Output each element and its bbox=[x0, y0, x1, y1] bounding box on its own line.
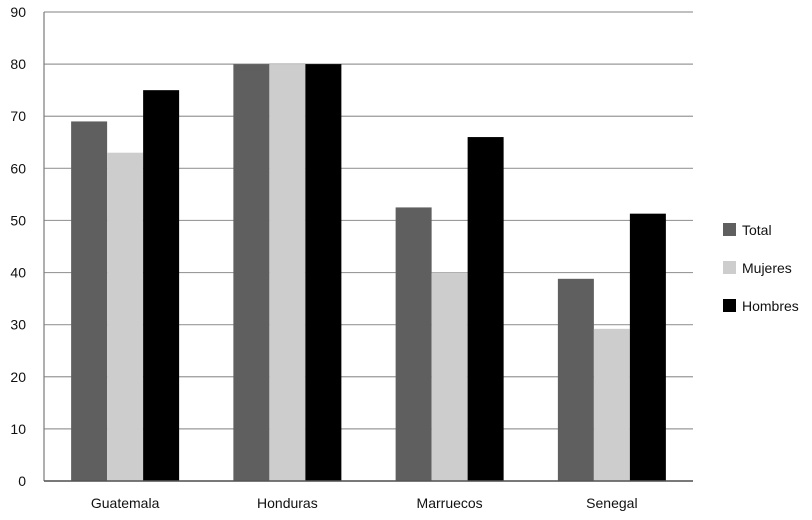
bar-total-senegal bbox=[557, 278, 594, 481]
x-axis: Guatemala Honduras Marruecos Senegal bbox=[44, 480, 693, 511]
bar-mujeres-guatemala bbox=[107, 152, 144, 481]
bar-mujeres-honduras bbox=[269, 64, 306, 481]
y-tick-label: 40 bbox=[10, 265, 26, 281]
bar-total-marruecos bbox=[395, 207, 432, 481]
bar-mujeres-senegal bbox=[593, 328, 630, 481]
y-tick-label: 50 bbox=[10, 212, 26, 228]
legend-swatch-total bbox=[723, 223, 736, 236]
legend-label-total: Total bbox=[742, 222, 772, 238]
y-tick-label: 10 bbox=[10, 421, 26, 437]
bar-hombres-marruecos bbox=[467, 137, 504, 482]
y-tick-label: 30 bbox=[10, 317, 26, 333]
x-tick-label: Senegal bbox=[586, 495, 637, 511]
y-tick-label: 20 bbox=[10, 369, 26, 385]
y-tick-label: 70 bbox=[10, 108, 26, 124]
y-tick-label: 90 bbox=[10, 4, 26, 20]
bar-total-honduras bbox=[233, 64, 270, 481]
legend-swatch-mujeres bbox=[723, 261, 736, 274]
y-tick-label: 0 bbox=[18, 473, 26, 489]
bar-mujeres-marruecos bbox=[431, 272, 468, 481]
legend-label-mujeres: Mujeres bbox=[742, 260, 792, 276]
legend-swatch-hombres bbox=[723, 299, 736, 312]
legend: Total Mujeres Hombres bbox=[723, 222, 799, 314]
x-tick-label: Honduras bbox=[257, 495, 318, 511]
y-axis: 0 10 20 30 40 50 60 70 80 90 bbox=[10, 4, 45, 489]
bar-hombres-senegal bbox=[629, 213, 666, 482]
legend-label-hombres: Hombres bbox=[742, 298, 799, 314]
bar-hombres-guatemala bbox=[143, 90, 180, 482]
x-tick-label: Guatemala bbox=[91, 495, 160, 511]
y-tick-label: 60 bbox=[10, 160, 26, 176]
x-tick-label: Marruecos bbox=[417, 495, 483, 511]
bars bbox=[71, 64, 666, 482]
bar-total-guatemala bbox=[71, 121, 108, 481]
bar-hombres-honduras bbox=[305, 64, 342, 481]
y-tick-label: 80 bbox=[10, 56, 26, 72]
